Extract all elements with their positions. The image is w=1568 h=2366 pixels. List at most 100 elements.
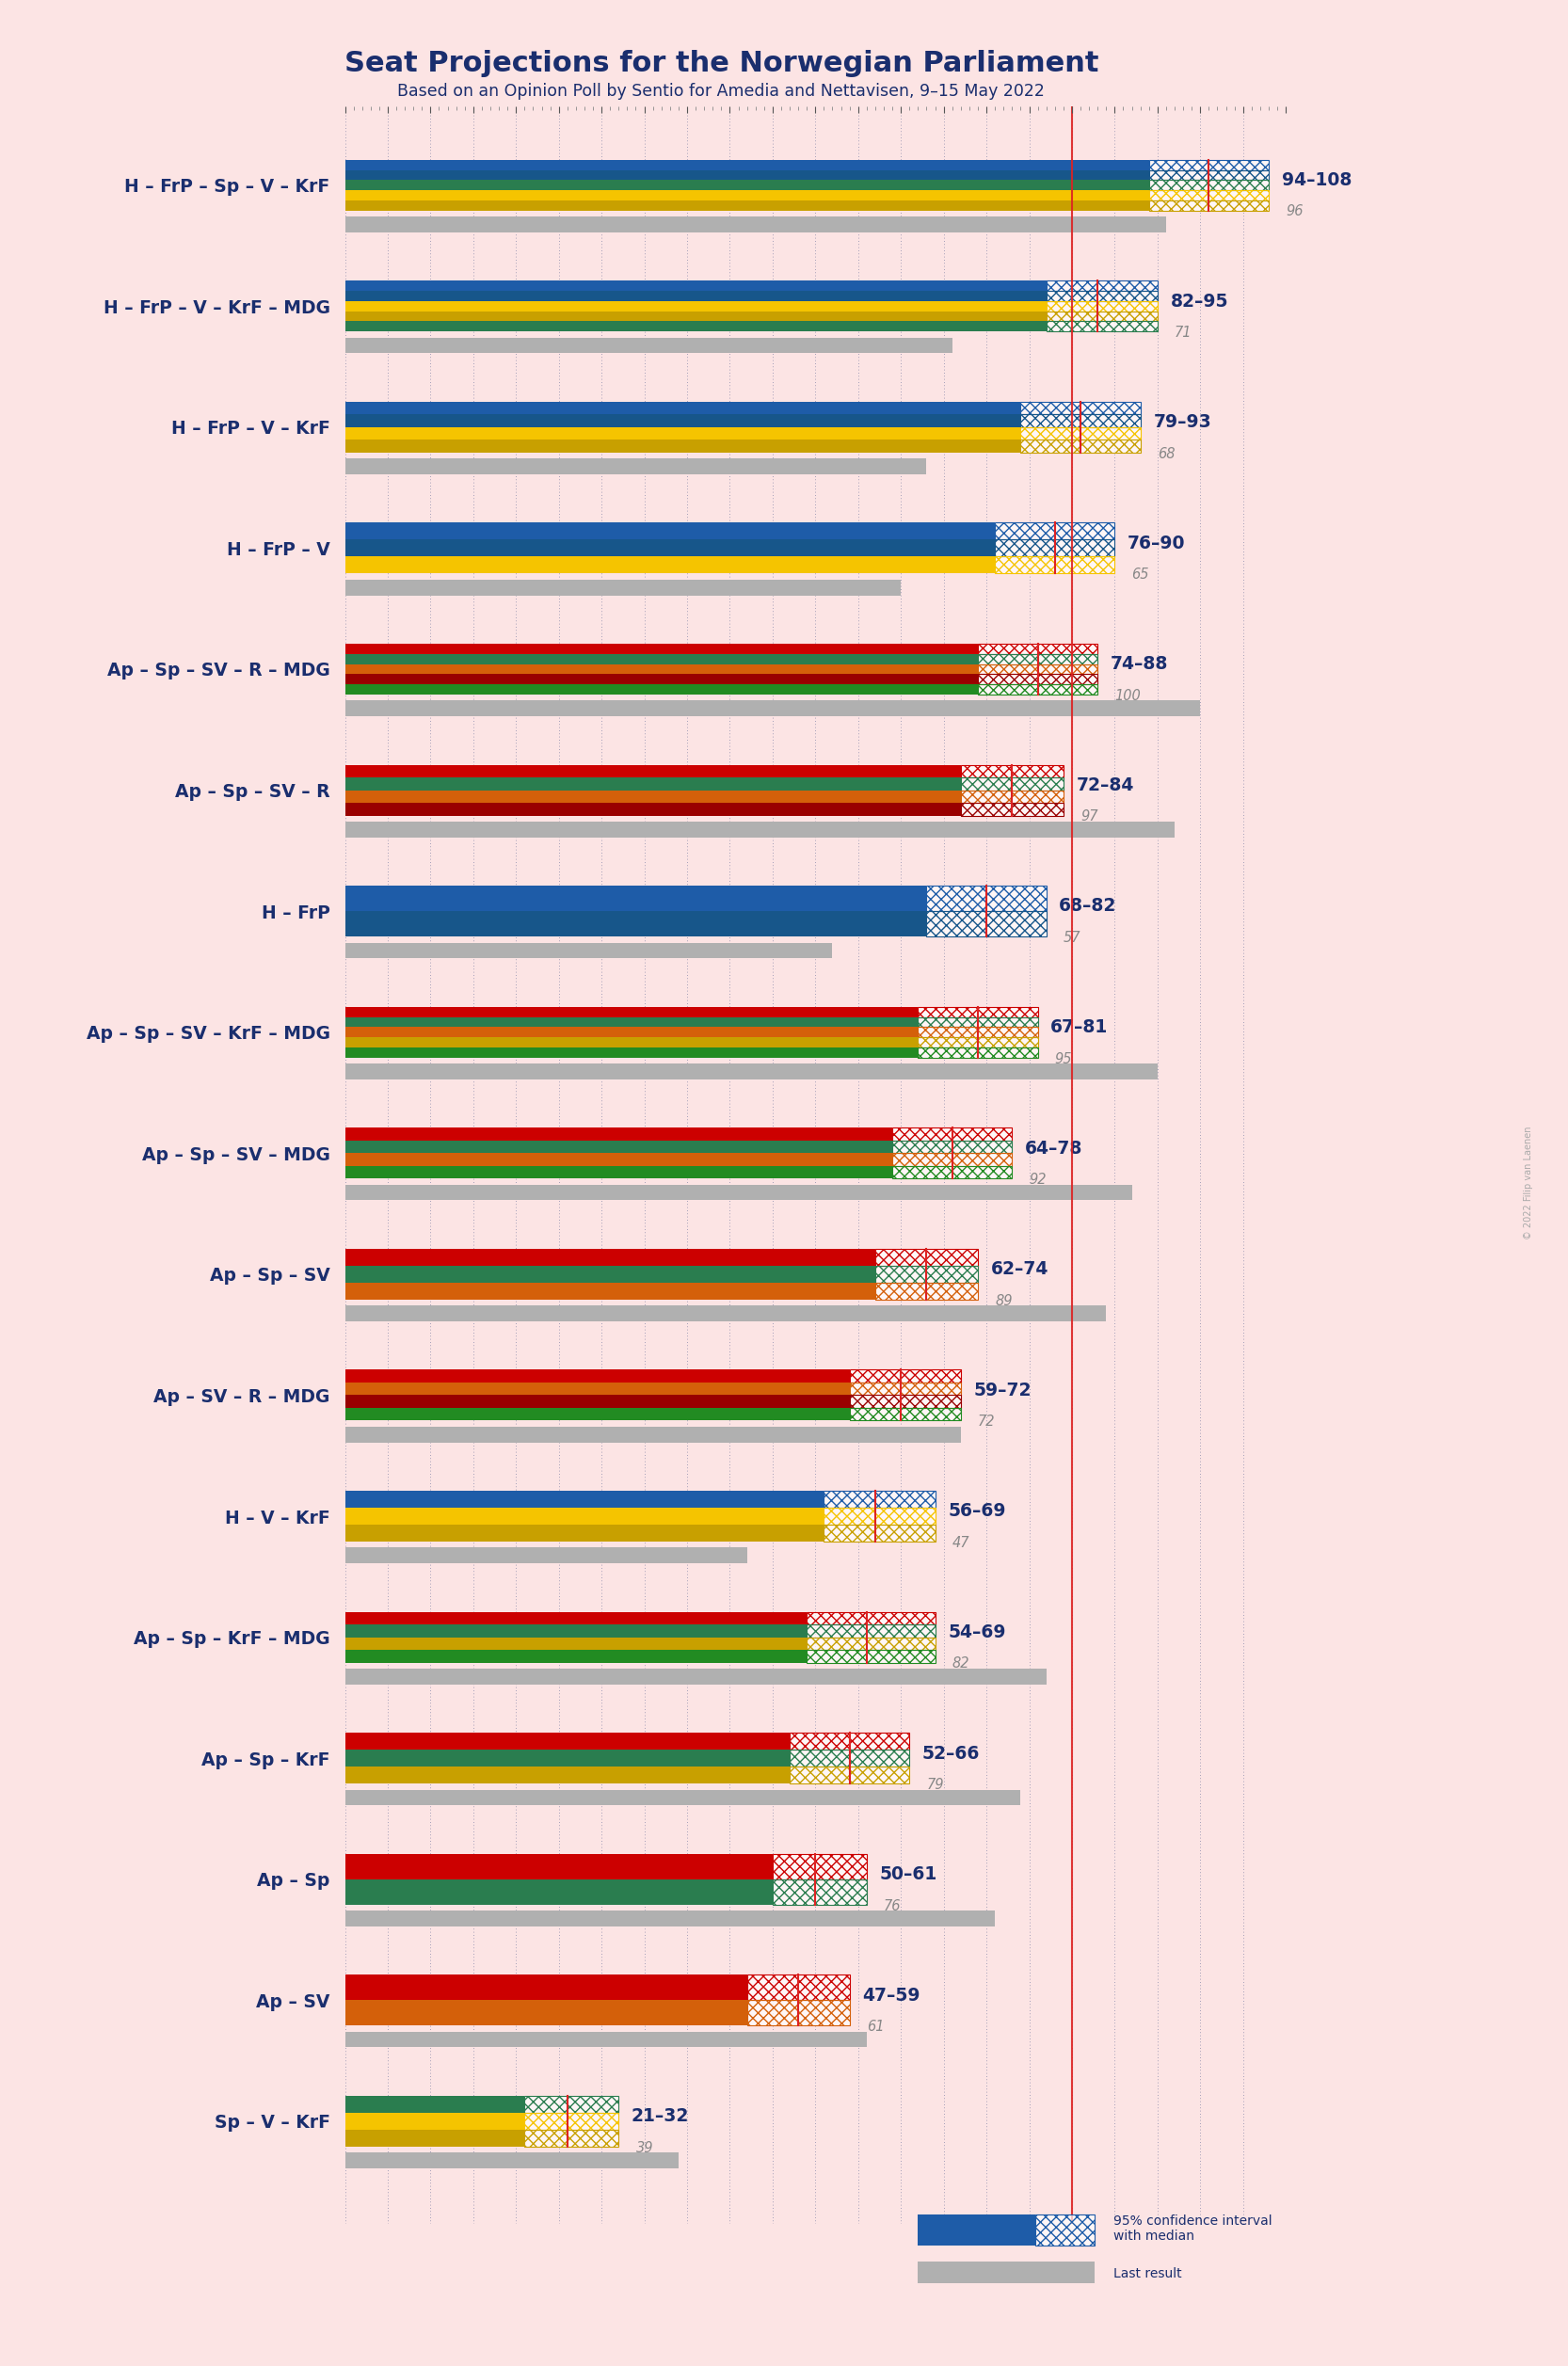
- Bar: [978, 653, 1098, 665]
- Bar: [345, 1036, 917, 1048]
- Text: 68–82: 68–82: [1058, 897, 1116, 916]
- Bar: [345, 821, 1174, 838]
- Bar: [1149, 161, 1269, 170]
- Bar: [996, 539, 1115, 556]
- Bar: [345, 1408, 850, 1420]
- Bar: [978, 684, 1098, 696]
- Bar: [850, 1408, 961, 1420]
- Bar: [978, 665, 1098, 674]
- Bar: [345, 1027, 917, 1036]
- Bar: [917, 1048, 1038, 1058]
- Bar: [850, 1370, 961, 1382]
- Text: 61: 61: [867, 2021, 884, 2035]
- Bar: [996, 523, 1115, 539]
- Bar: [808, 1637, 935, 1649]
- Bar: [875, 1249, 978, 1266]
- Bar: [345, 2129, 525, 2146]
- Bar: [345, 556, 996, 573]
- Bar: [345, 1547, 746, 1564]
- Bar: [1021, 402, 1140, 414]
- Text: 95% confidence interval
with median: 95% confidence interval with median: [1113, 2215, 1272, 2243]
- Text: 67–81: 67–81: [1051, 1017, 1109, 1036]
- Bar: [746, 1999, 850, 2025]
- Bar: [345, 1999, 746, 2025]
- Bar: [823, 1507, 935, 1524]
- Bar: [345, 2153, 679, 2167]
- Bar: [961, 802, 1063, 816]
- Bar: [345, 1008, 917, 1017]
- Text: Based on an Opinion Poll by Sentio for Amedia and Nettavisen, 9–15 May 2022: Based on an Opinion Poll by Sentio for A…: [398, 83, 1044, 99]
- Bar: [808, 1625, 935, 1637]
- Bar: [1046, 312, 1157, 322]
- Text: 76–90: 76–90: [1127, 535, 1185, 551]
- Bar: [345, 2096, 525, 2113]
- Bar: [917, 1017, 1038, 1027]
- Bar: [1046, 282, 1157, 291]
- Bar: [525, 2096, 619, 2113]
- Bar: [1046, 291, 1157, 300]
- Bar: [892, 1129, 1011, 1140]
- Text: 50–61: 50–61: [880, 1864, 938, 1883]
- Bar: [1149, 170, 1269, 180]
- Bar: [961, 778, 1063, 790]
- Bar: [345, 1789, 1021, 1805]
- Bar: [850, 1382, 961, 1396]
- Bar: [892, 1140, 1011, 1152]
- Bar: [345, 2113, 525, 2129]
- Text: 94–108: 94–108: [1281, 170, 1352, 189]
- Bar: [1046, 300, 1157, 312]
- Bar: [345, 1524, 823, 1543]
- Bar: [823, 1524, 935, 1543]
- Bar: [790, 1732, 909, 1751]
- Bar: [773, 1879, 867, 1905]
- Bar: [773, 1855, 867, 1879]
- Bar: [345, 1048, 917, 1058]
- Text: Last result: Last result: [1113, 2267, 1182, 2281]
- Text: 82–95: 82–95: [1170, 293, 1228, 310]
- Bar: [978, 644, 1098, 653]
- Bar: [345, 1249, 875, 1266]
- Bar: [892, 1152, 1011, 1166]
- Bar: [850, 1408, 961, 1420]
- Bar: [345, 778, 961, 790]
- Bar: [345, 942, 833, 958]
- Bar: [345, 1065, 1157, 1079]
- Bar: [917, 1027, 1038, 1036]
- Bar: [1021, 402, 1140, 414]
- Bar: [1149, 201, 1269, 211]
- Bar: [345, 189, 1149, 201]
- Bar: [917, 1008, 1038, 1017]
- Bar: [808, 1649, 935, 1663]
- Text: 64–78: 64–78: [1025, 1140, 1082, 1157]
- Bar: [978, 653, 1098, 665]
- Bar: [345, 2032, 867, 2047]
- Bar: [808, 1611, 935, 1625]
- Bar: [961, 802, 1063, 816]
- Bar: [345, 1879, 773, 1905]
- Bar: [892, 1166, 1011, 1178]
- Bar: [345, 161, 1149, 170]
- Bar: [345, 885, 927, 911]
- Bar: [345, 312, 1046, 322]
- Bar: [917, 1027, 1038, 1036]
- Bar: [927, 911, 1046, 937]
- Text: 76: 76: [884, 1900, 902, 1912]
- Bar: [790, 1767, 909, 1784]
- Text: 71: 71: [1174, 327, 1192, 341]
- Bar: [1046, 312, 1157, 322]
- Bar: [961, 790, 1063, 802]
- Bar: [790, 1751, 909, 1767]
- Bar: [790, 1732, 909, 1751]
- Text: Seat Projections for the Norwegian Parliament: Seat Projections for the Norwegian Parli…: [343, 50, 1099, 78]
- Bar: [790, 1751, 909, 1767]
- Bar: [746, 1976, 850, 1999]
- Bar: [823, 1524, 935, 1543]
- Bar: [823, 1491, 935, 1507]
- Text: © 2022 Filip van Laenen: © 2022 Filip van Laenen: [1524, 1126, 1534, 1240]
- Bar: [978, 665, 1098, 674]
- Bar: [996, 556, 1115, 573]
- Bar: [808, 1649, 935, 1663]
- Bar: [345, 459, 927, 473]
- Bar: [961, 764, 1063, 778]
- Bar: [345, 1166, 892, 1178]
